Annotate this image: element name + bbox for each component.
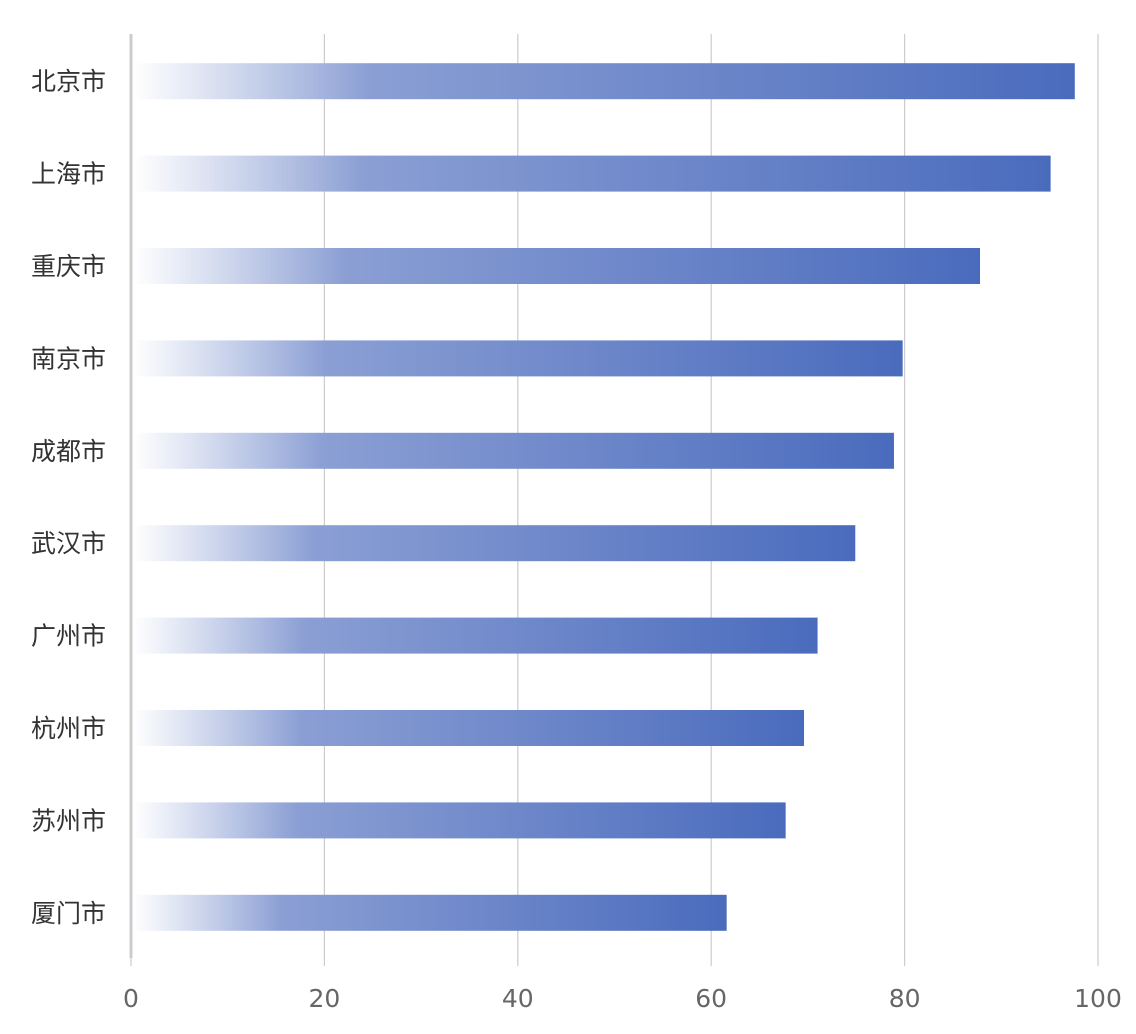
category-label: 武汉市: [31, 529, 106, 558]
x-tick-label: 60: [695, 984, 727, 1013]
bar: [133, 63, 1075, 100]
category-label: 重庆市: [31, 252, 106, 281]
bar: [133, 432, 894, 469]
bar: [133, 894, 727, 931]
bar: [133, 617, 818, 654]
category-label: 杭州市: [31, 714, 106, 743]
x-tick-label: 20: [308, 984, 340, 1013]
category-label: 苏州市: [31, 806, 106, 835]
bar: [133, 710, 805, 746]
bar: [133, 340, 903, 377]
bar: [133, 155, 1051, 192]
category-label: 广州市: [31, 622, 106, 651]
category-label: 南京市: [31, 344, 106, 373]
bar: [133, 525, 856, 562]
x-tick-label: 100: [1074, 984, 1122, 1013]
category-label: 上海市: [31, 160, 106, 189]
category-label: 北京市: [31, 67, 106, 96]
x-tick-label: 0: [123, 984, 139, 1013]
category-label: 厦门市: [31, 899, 106, 928]
x-tick-label: 80: [889, 984, 921, 1013]
x-tick-label: 40: [502, 984, 534, 1013]
bar: [133, 802, 786, 839]
bar: [133, 248, 981, 284]
category-label: 成都市: [31, 437, 106, 466]
x-axis-ticks: 0 20 40 60 80 100: [123, 984, 1122, 1013]
bars: [133, 63, 1075, 931]
